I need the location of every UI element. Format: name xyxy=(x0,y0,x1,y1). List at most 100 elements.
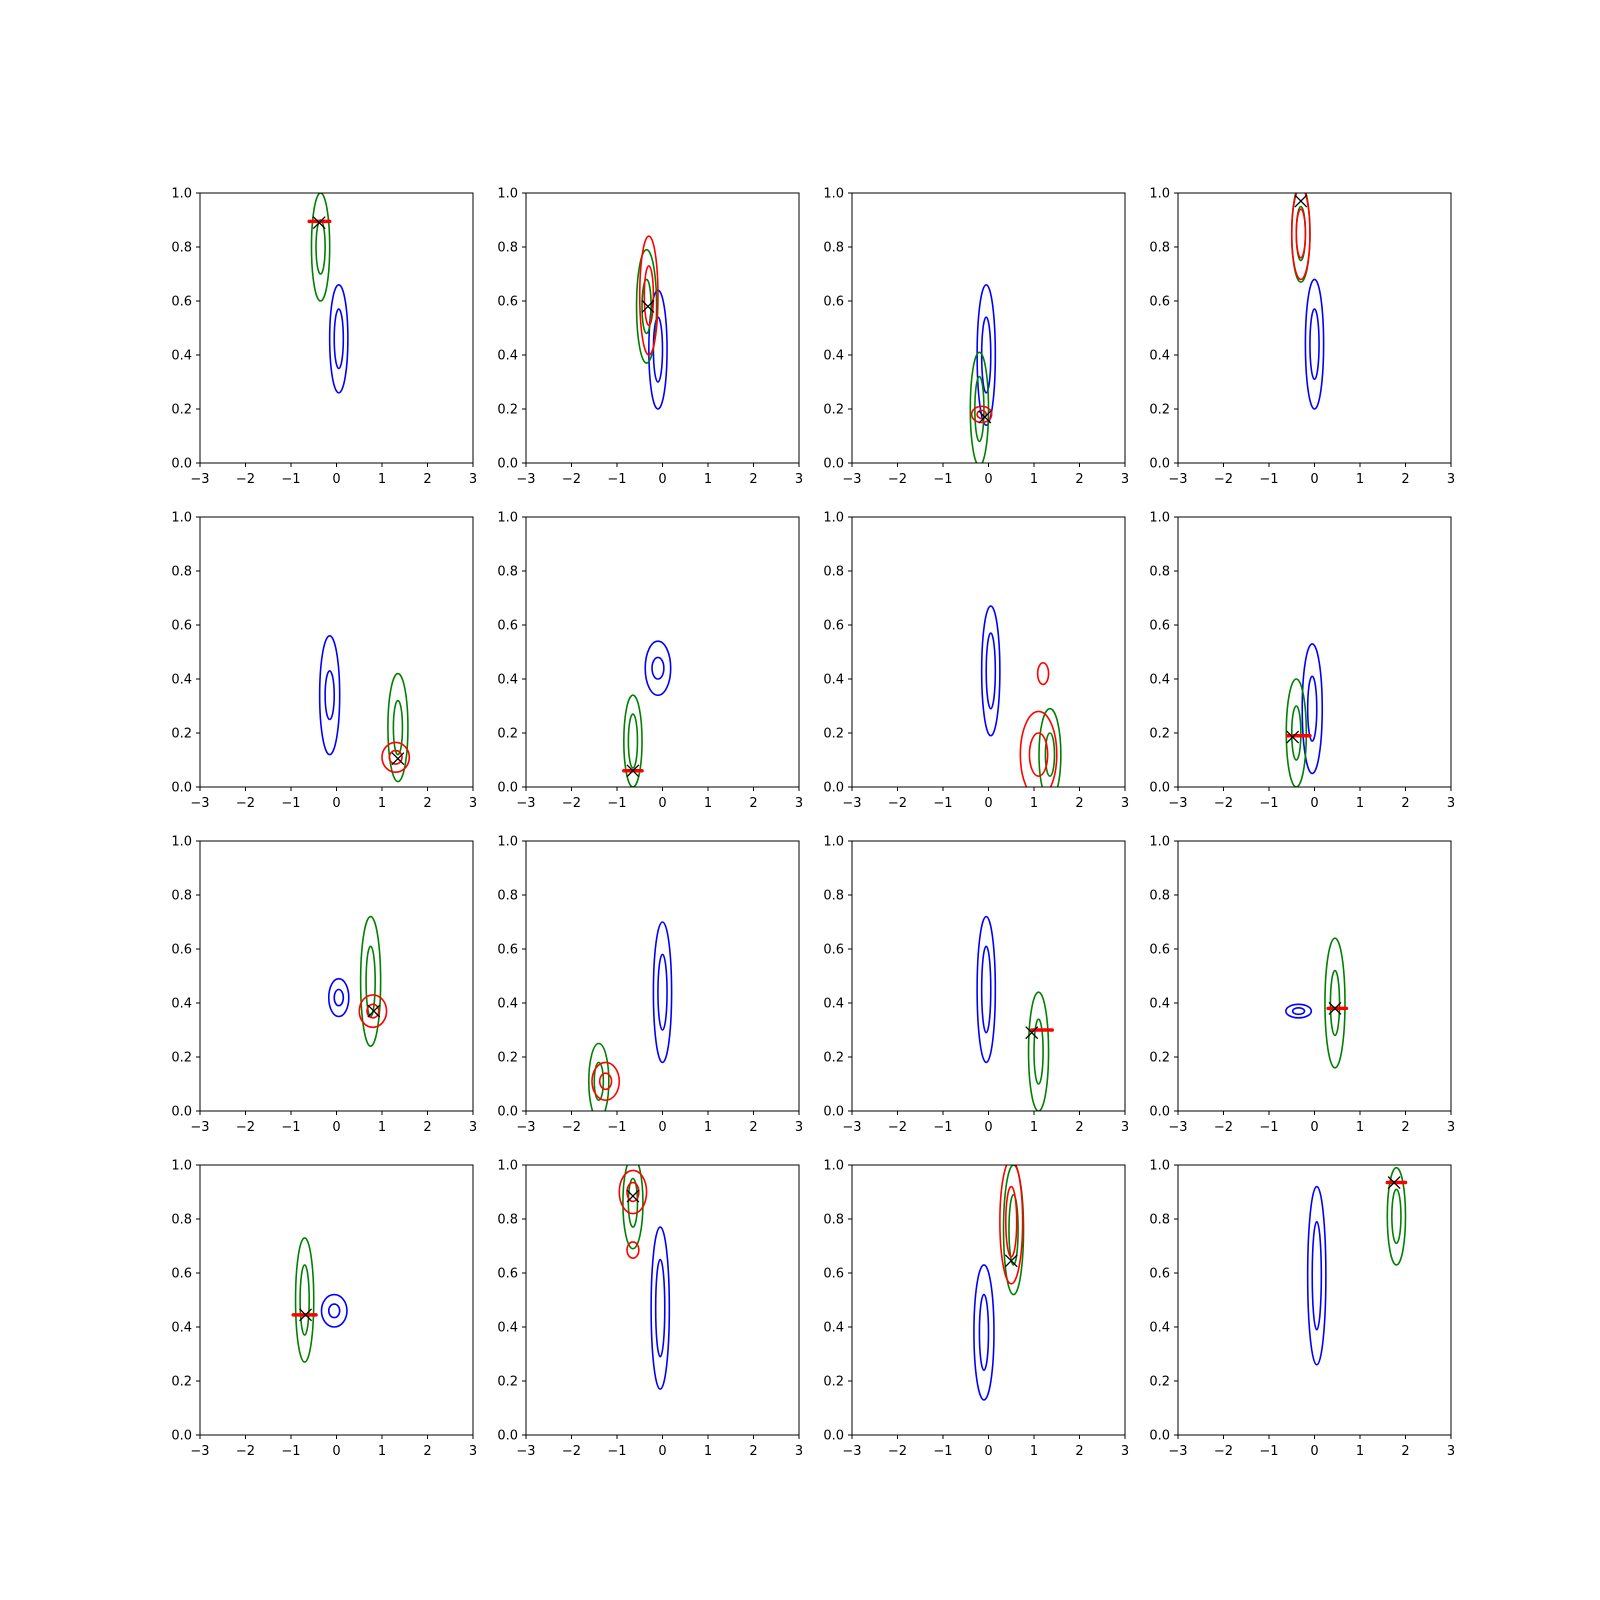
x-tick-label: 2 xyxy=(1401,1120,1409,1135)
x-tick-label: 1 xyxy=(1030,1120,1038,1135)
y-tick-label: 0.6 xyxy=(171,1267,192,1282)
x-tick-label: −1 xyxy=(1259,1444,1278,1459)
y-tick-label: 0.2 xyxy=(497,1375,518,1390)
blue-contour-level-1 xyxy=(652,921,673,1064)
red-contour-level-2 xyxy=(388,749,403,765)
y-tick-label: 0.4 xyxy=(171,997,192,1012)
subplot-5: −3 −2 −1 0 1 2 3 0.0 0.2 0.4 0.6 0.8 1.0 xyxy=(171,511,477,812)
x-marker xyxy=(1328,1001,1342,1015)
y-tick-label: 0.0 xyxy=(823,1429,844,1444)
x-tick-label: 2 xyxy=(423,796,431,811)
y-tick-label: 0.8 xyxy=(497,241,518,256)
subplot-content xyxy=(327,915,388,1048)
x-tick-label: 0 xyxy=(332,1120,340,1135)
x-tick-label: −2 xyxy=(1214,472,1233,487)
y-tick-label: 0.4 xyxy=(1149,997,1170,1012)
y-tick-label: 0.6 xyxy=(823,943,844,958)
x-tick-label: 1 xyxy=(1030,796,1038,811)
x-tick-label: 1 xyxy=(1356,472,1364,487)
blue-contour-level-2 xyxy=(978,1293,990,1371)
x-tick-label: 0 xyxy=(658,1120,666,1135)
green-contour-level-2 xyxy=(1033,1018,1044,1085)
x-marker xyxy=(1025,1026,1039,1040)
subplot-content xyxy=(587,921,673,1111)
red-contour-level-2 xyxy=(598,1072,613,1091)
red-contour-level-1 xyxy=(1036,661,1050,686)
y-tick-label: 1.0 xyxy=(823,835,844,850)
subplot-content xyxy=(969,283,997,463)
blue-contour-level-2 xyxy=(1311,1220,1323,1331)
green-contour-level-2 xyxy=(1290,705,1302,761)
blue-contour-level-1 xyxy=(327,977,350,1018)
x-tick-label: 3 xyxy=(1447,472,1455,487)
green-contour-level-1 xyxy=(1386,1166,1407,1266)
x-tick-label: −2 xyxy=(888,1120,907,1135)
x-tick-label: 3 xyxy=(469,472,477,487)
blue-contour-level-2 xyxy=(333,988,345,1007)
subplot-content xyxy=(973,1165,1025,1401)
y-tick-label: 0.2 xyxy=(823,727,844,742)
x-tick-label: −2 xyxy=(1214,796,1233,811)
x-tick-label: −1 xyxy=(607,472,626,487)
y-tick-label: 0.0 xyxy=(171,1105,192,1120)
subplot-15: −3 −2 −1 0 1 2 3 0.0 0.2 0.4 0.6 0.8 1.0 xyxy=(823,1159,1129,1460)
x-tick-label: 1 xyxy=(378,1444,386,1459)
x-tick-label: −2 xyxy=(562,1120,581,1135)
x-marker xyxy=(299,1308,313,1322)
red-contour-level-2 xyxy=(1028,732,1049,778)
green-contour-level-2 xyxy=(641,278,652,335)
y-tick-label: 0.4 xyxy=(823,673,844,688)
x-tick-label: 2 xyxy=(1075,1120,1083,1135)
y-tick-label: 0.4 xyxy=(823,349,844,364)
x-tick-label: −3 xyxy=(842,796,861,811)
subplot-content xyxy=(318,634,411,783)
x-marker xyxy=(626,764,640,778)
y-tick-label: 0.4 xyxy=(1149,673,1170,688)
red-contour-level-1 xyxy=(1290,193,1311,281)
x-tick-label: 1 xyxy=(1356,796,1364,811)
red-contour-level-1 xyxy=(381,741,411,773)
subplot-9: −3 −2 −1 0 1 2 3 0.0 0.2 0.4 0.6 0.8 1.0 xyxy=(171,835,477,1136)
y-tick-label: 0.4 xyxy=(1149,349,1170,364)
y-tick-label: 0.6 xyxy=(171,619,192,634)
y-tick-label: 0.8 xyxy=(171,889,192,904)
x-tick-label: −1 xyxy=(607,1444,626,1459)
x-tick-label: 0 xyxy=(332,472,340,487)
y-tick-label: 0.8 xyxy=(1149,241,1170,256)
blue-contour-level-1 xyxy=(1304,278,1325,410)
blue-contour-level-1 xyxy=(320,1293,348,1328)
x-tick-label: 2 xyxy=(423,472,431,487)
y-tick-label: 0.6 xyxy=(1149,1267,1170,1282)
x-tick-label: 2 xyxy=(1075,1444,1083,1459)
y-tick-label: 0.8 xyxy=(171,241,192,256)
x-tick-label: 1 xyxy=(704,1444,712,1459)
y-tick-label: 0.2 xyxy=(497,1051,518,1066)
x-tick-label: −3 xyxy=(190,1120,209,1135)
y-tick-label: 0.8 xyxy=(1149,1213,1170,1228)
subplot-12: −3 −2 −1 0 1 2 3 0.0 0.2 0.4 0.6 0.8 1.0 xyxy=(1149,835,1455,1136)
x-tick-label: 0 xyxy=(984,1444,992,1459)
blue-contour-level-1 xyxy=(973,1264,995,1401)
y-tick-label: 0.8 xyxy=(497,565,518,580)
subplot-2: −3 −2 −1 0 1 2 3 0.0 0.2 0.4 0.6 0.8 1.0 xyxy=(497,187,803,488)
x-tick-label: −1 xyxy=(281,1120,300,1135)
x-tick-label: −1 xyxy=(1259,1120,1278,1135)
subplot-content xyxy=(1306,1166,1408,1366)
x-tick-label: −3 xyxy=(190,796,209,811)
y-tick-label: 1.0 xyxy=(171,835,192,850)
blue-contour-level-2 xyxy=(327,1303,341,1319)
red-contour-level-1 xyxy=(618,1169,648,1215)
x-tick-label: −2 xyxy=(562,1444,581,1459)
x-tick-label: 0 xyxy=(658,1444,666,1459)
x-tick-label: −1 xyxy=(933,1444,952,1459)
x-tick-label: 3 xyxy=(795,1120,803,1135)
x-tick-label: −1 xyxy=(933,472,952,487)
red-contour-level-1 xyxy=(1019,710,1058,787)
y-tick-label: 0.0 xyxy=(497,1105,518,1120)
y-tick-label: 0.4 xyxy=(823,1321,844,1336)
subplot-content xyxy=(291,1237,348,1363)
x-tick-label: −2 xyxy=(888,796,907,811)
red-contour-level-2 xyxy=(643,265,655,327)
red-contour-level-2 xyxy=(366,1003,380,1019)
